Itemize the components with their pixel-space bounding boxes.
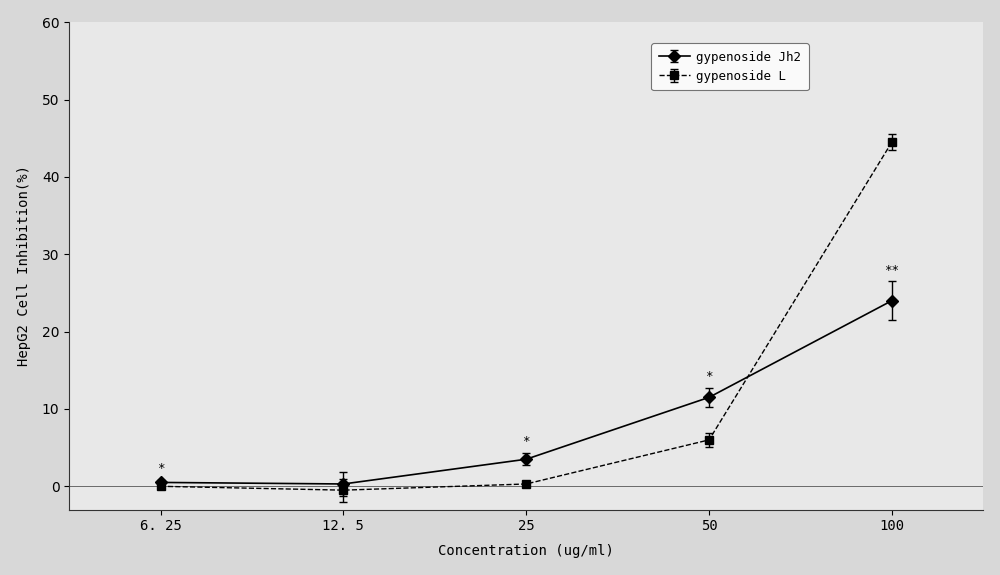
Legend: gypenoside Jh2, gypenoside L: gypenoside Jh2, gypenoside L	[651, 43, 809, 90]
Text: *: *	[522, 435, 530, 448]
Y-axis label: HepG2 Cell Inhibition(%): HepG2 Cell Inhibition(%)	[17, 166, 31, 366]
Text: *: *	[157, 462, 164, 476]
Text: **: **	[884, 264, 899, 277]
Text: *: *	[705, 370, 713, 384]
X-axis label: Concentration (ug/ml): Concentration (ug/ml)	[438, 545, 614, 558]
